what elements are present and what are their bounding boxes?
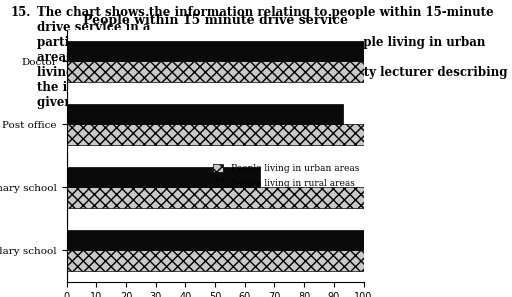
Bar [67,61,364,82]
Bar [67,230,364,250]
Text: The chart shows the information relating to people within 15-minute drive servic: The chart shows the information relating… [37,6,508,109]
Text: 15.: 15. [10,6,31,19]
Bar [67,167,260,187]
Bar [67,250,364,271]
Bar [67,187,364,208]
Bar [67,41,364,61]
Title: People within 15 minute drive service: People within 15 minute drive service [82,14,348,27]
Legend: People living in urban areas, People living in rural areas: People living in urban areas, People liv… [212,164,359,188]
Bar [67,104,343,124]
Bar [67,124,364,145]
